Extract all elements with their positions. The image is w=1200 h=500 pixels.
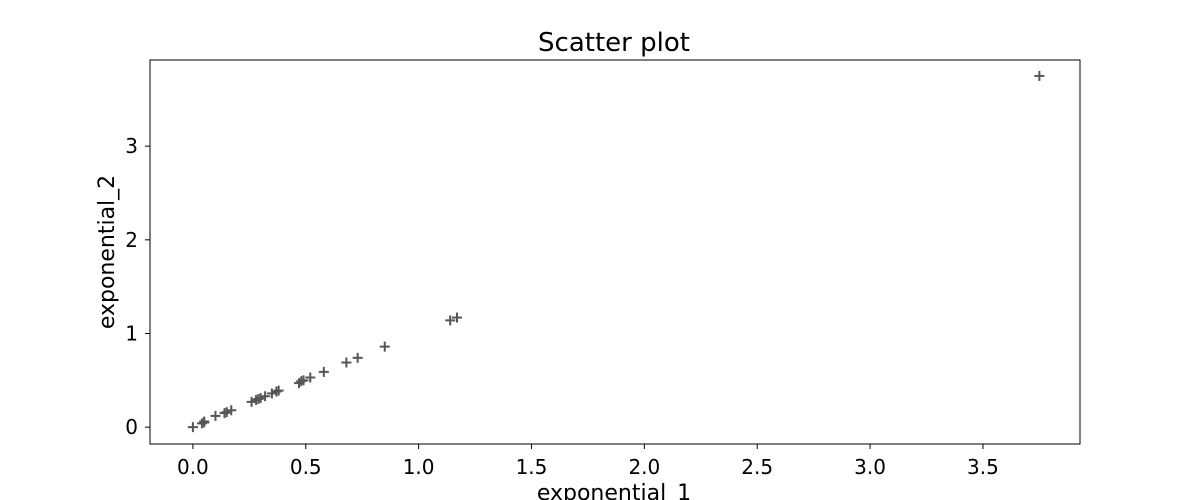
data-point bbox=[260, 391, 271, 402]
x-tick-label: 0.0 bbox=[177, 455, 209, 479]
x-tick-label: 2.5 bbox=[741, 455, 773, 479]
chart-title: Scatter plot bbox=[538, 28, 690, 58]
data-point bbox=[341, 357, 352, 368]
data-point bbox=[199, 416, 210, 427]
data-point bbox=[255, 393, 266, 404]
plot-area bbox=[149, 59, 1081, 445]
data-point bbox=[246, 396, 257, 407]
x-axis: 0.0 0.5 1.0 1.5 2.0 2.5 3.0 3.5 bbox=[177, 444, 999, 479]
data-point bbox=[352, 352, 363, 363]
x-tick-label: 0.5 bbox=[290, 455, 322, 479]
y-axis: 0 1 2 3 bbox=[125, 134, 150, 439]
y-tick-label: 3 bbox=[125, 134, 138, 158]
x-tick-label: 2.0 bbox=[628, 455, 660, 479]
data-point bbox=[187, 422, 198, 433]
data-point bbox=[273, 385, 284, 396]
x-tick-label: 3.5 bbox=[967, 455, 999, 479]
scatter-points bbox=[187, 70, 1045, 433]
x-tick-label: 1.5 bbox=[516, 455, 548, 479]
data-point bbox=[451, 312, 462, 323]
data-point bbox=[379, 341, 390, 352]
y-tick-label: 1 bbox=[125, 321, 138, 345]
data-point bbox=[226, 405, 237, 416]
y-axis-label: exponential_2 bbox=[95, 175, 120, 329]
data-point bbox=[266, 388, 277, 399]
y-tick-label: 0 bbox=[125, 415, 138, 439]
data-point bbox=[305, 372, 316, 383]
data-point bbox=[1034, 70, 1045, 81]
x-tick-label: 3.0 bbox=[854, 455, 886, 479]
data-point bbox=[298, 375, 309, 386]
x-axis-label: exponential_1 bbox=[537, 481, 691, 500]
y-tick-label: 2 bbox=[125, 228, 138, 252]
x-tick-label: 1.0 bbox=[403, 455, 435, 479]
data-point bbox=[445, 315, 456, 326]
data-point bbox=[318, 366, 329, 377]
data-point bbox=[221, 407, 232, 418]
data-point bbox=[210, 410, 221, 421]
